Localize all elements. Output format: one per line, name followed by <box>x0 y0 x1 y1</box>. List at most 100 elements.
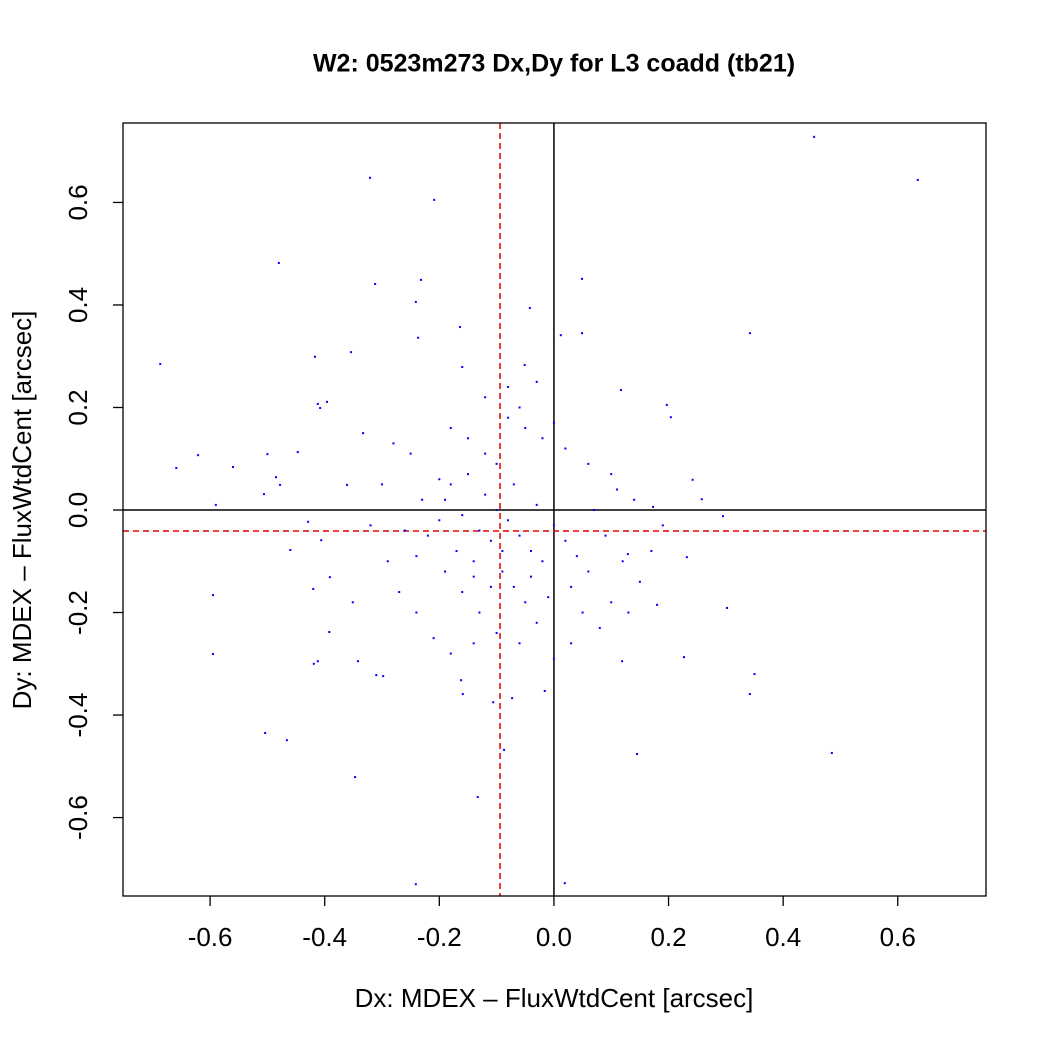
point <box>501 570 504 573</box>
point <box>444 498 447 501</box>
point <box>392 442 395 445</box>
point <box>685 556 688 559</box>
point <box>518 534 521 537</box>
point <box>369 524 372 527</box>
point <box>319 407 322 410</box>
point <box>665 403 668 406</box>
point <box>610 601 613 604</box>
point <box>478 529 481 532</box>
point <box>472 575 475 578</box>
point <box>626 553 629 556</box>
point <box>524 426 527 429</box>
point <box>652 505 655 508</box>
point <box>552 421 555 424</box>
point <box>197 454 200 457</box>
point <box>409 452 412 455</box>
point <box>362 432 365 435</box>
y-tick-label: -0.4 <box>63 693 93 738</box>
x-tick-label: 0.4 <box>765 922 801 952</box>
x-tick-label: 0.0 <box>536 922 572 952</box>
point <box>916 178 919 181</box>
point <box>398 591 401 594</box>
point <box>351 601 354 604</box>
point <box>604 534 607 537</box>
y-axis-title: Dy: MDEX – FluxWtdCent [arcsec] <box>7 311 37 710</box>
point <box>650 550 653 553</box>
x-tick-label: 0.6 <box>880 922 916 952</box>
point <box>419 278 422 281</box>
point <box>621 660 624 663</box>
point <box>748 332 751 335</box>
point <box>466 473 469 476</box>
point <box>535 503 538 506</box>
point <box>503 748 506 751</box>
point <box>444 570 447 573</box>
point <box>350 351 353 354</box>
point <box>262 493 265 496</box>
point <box>316 402 319 405</box>
point <box>374 282 377 285</box>
point <box>528 307 531 310</box>
point <box>460 679 463 682</box>
y-tick-label: -0.2 <box>63 590 93 635</box>
point <box>438 519 441 522</box>
point <box>547 596 550 599</box>
point <box>266 453 269 456</box>
point <box>296 451 299 454</box>
point <box>552 524 555 527</box>
point <box>535 380 538 383</box>
point <box>581 611 584 614</box>
point <box>489 539 492 542</box>
point <box>368 176 371 179</box>
point <box>691 478 694 481</box>
point <box>289 548 292 551</box>
point <box>564 539 567 542</box>
point <box>721 515 724 518</box>
point <box>438 478 441 481</box>
point <box>511 697 514 700</box>
point <box>495 632 498 635</box>
point <box>575 555 578 558</box>
point <box>530 575 533 578</box>
point <box>669 416 672 419</box>
x-tick-label: -0.2 <box>417 922 462 952</box>
point <box>414 883 417 886</box>
point <box>489 585 492 588</box>
point <box>466 437 469 440</box>
x-tick-label: 0.2 <box>650 922 686 952</box>
point <box>518 642 521 645</box>
point <box>316 660 319 663</box>
y-tick-label: 0.2 <box>63 389 93 425</box>
point <box>461 514 464 517</box>
point <box>619 389 622 392</box>
point <box>403 529 406 532</box>
point <box>523 363 526 366</box>
point <box>326 400 329 403</box>
point <box>232 465 235 468</box>
point <box>683 656 686 659</box>
point <box>458 326 461 329</box>
point <box>449 426 452 429</box>
point <box>541 437 544 440</box>
chart-title: W2: 0523m273 Dx,Dy for L3 coadd (tb21) <box>313 50 795 78</box>
point <box>449 652 452 655</box>
point <box>564 447 567 450</box>
point <box>159 362 162 365</box>
point <box>484 396 487 399</box>
point <box>449 483 452 486</box>
point <box>312 662 315 665</box>
point <box>279 483 282 486</box>
x-tick-label: -0.4 <box>302 922 347 952</box>
point <box>461 591 464 594</box>
point <box>277 261 280 264</box>
point <box>661 524 664 527</box>
point <box>570 585 573 588</box>
point <box>356 660 359 663</box>
point <box>382 675 385 678</box>
point <box>813 135 816 138</box>
point <box>381 483 384 486</box>
point <box>386 560 389 563</box>
point <box>328 631 331 634</box>
point <box>581 332 584 335</box>
